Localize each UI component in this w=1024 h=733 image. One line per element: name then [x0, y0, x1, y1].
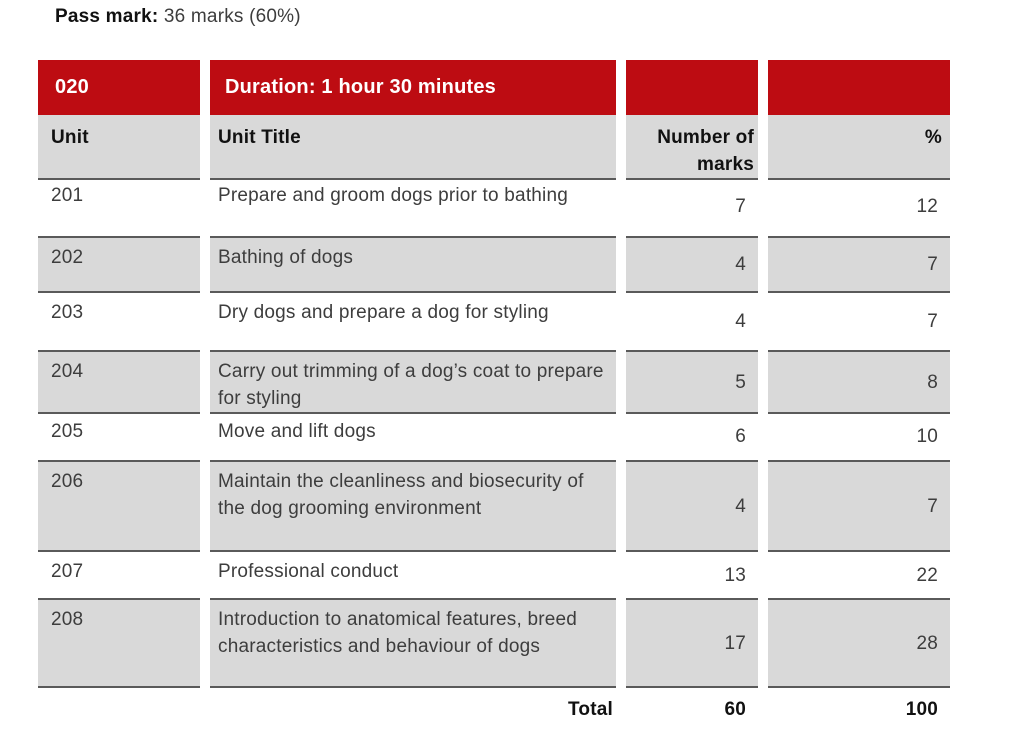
col-header-unit-title: Unit Title [210, 115, 616, 180]
table-row: 206 Maintain the cleanliness and biosecu… [38, 462, 951, 552]
total-label: Total [568, 699, 613, 720]
title-cell: Carry out trimming of a dog’s coat to pr… [210, 352, 616, 414]
marks-cell: 6 [626, 412, 758, 462]
total-percent: 100 [905, 699, 938, 720]
table-row: 203 Dry dogs and prepare a dog for styli… [38, 293, 951, 352]
table-row: 208 Introduction to anatomical features,… [38, 600, 951, 688]
marks-cell: 4 [626, 238, 758, 293]
unit-cell: 208 [38, 600, 200, 688]
table-row: 202 Bathing of dogs 4 7 [38, 238, 951, 293]
header-row: Unit Unit Title Number of marks % [38, 115, 951, 180]
marks-cell: 4 [626, 293, 758, 352]
table-row: 201 Prepare and groom dogs prior to bath… [38, 176, 951, 238]
unit-cell: 203 [38, 293, 200, 352]
marks-cell: 7 [626, 176, 758, 238]
total-row: Total 60 100 [38, 688, 951, 726]
percent-cell: 7 [768, 238, 950, 293]
banner-empty-percent-cell [768, 60, 950, 115]
total-marks: 60 [724, 699, 746, 720]
col-header-marks: Number of marks [626, 115, 758, 180]
unit-cell: 207 [38, 552, 200, 600]
percent-cell: 22 [768, 552, 950, 600]
title-cell: Prepare and groom dogs prior to bathing [210, 176, 616, 238]
marks-cell: 17 [626, 600, 758, 688]
table-row: 207 Professional conduct 13 22 [38, 552, 951, 600]
percent-cell: 12 [768, 176, 950, 238]
exam-table: 020 Duration: 1 hour 30 minutes Unit Uni… [38, 60, 951, 726]
banner-empty-marks-cell [626, 60, 758, 115]
marks-cell: 4 [626, 462, 758, 552]
percent-cell: 10 [768, 412, 950, 462]
unit-cell: 202 [38, 238, 200, 293]
col-header-percent: % [768, 115, 950, 180]
pass-mark-label: Pass mark: [55, 6, 159, 27]
pass-mark-value: 36 marks (60%) [158, 6, 301, 27]
unit-cell: 204 [38, 352, 200, 414]
marks-cell: 5 [626, 352, 758, 414]
unit-cell: 201 [38, 176, 200, 238]
banner-duration-cell: Duration: 1 hour 30 minutes [210, 60, 616, 115]
banner-code-cell: 020 [38, 60, 200, 115]
title-cell: Move and lift dogs [210, 412, 616, 462]
table-row: 204 Carry out trimming of a dog’s coat t… [38, 352, 951, 414]
title-cell: Bathing of dogs [210, 238, 616, 293]
total-empty-cell [38, 688, 200, 726]
col-header-unit: Unit [38, 115, 200, 180]
pass-mark-line: Pass mark: 36 marks (60%) [55, 6, 301, 28]
title-cell: Maintain the cleanliness and biosecurity… [210, 462, 616, 552]
table-row: 205 Move and lift dogs 6 10 [38, 412, 951, 462]
unit-cell: 205 [38, 412, 200, 462]
title-cell: Professional conduct [210, 552, 616, 600]
percent-cell: 7 [768, 293, 950, 352]
banner-row: 020 Duration: 1 hour 30 minutes [38, 60, 951, 115]
marks-cell: 13 [626, 552, 758, 600]
percent-cell: 8 [768, 352, 950, 414]
percent-cell: 28 [768, 600, 950, 688]
title-cell: Dry dogs and prepare a dog for styling [210, 293, 616, 352]
unit-cell: 206 [38, 462, 200, 552]
percent-cell: 7 [768, 462, 950, 552]
title-cell: Introduction to anatomical features, bre… [210, 600, 616, 688]
